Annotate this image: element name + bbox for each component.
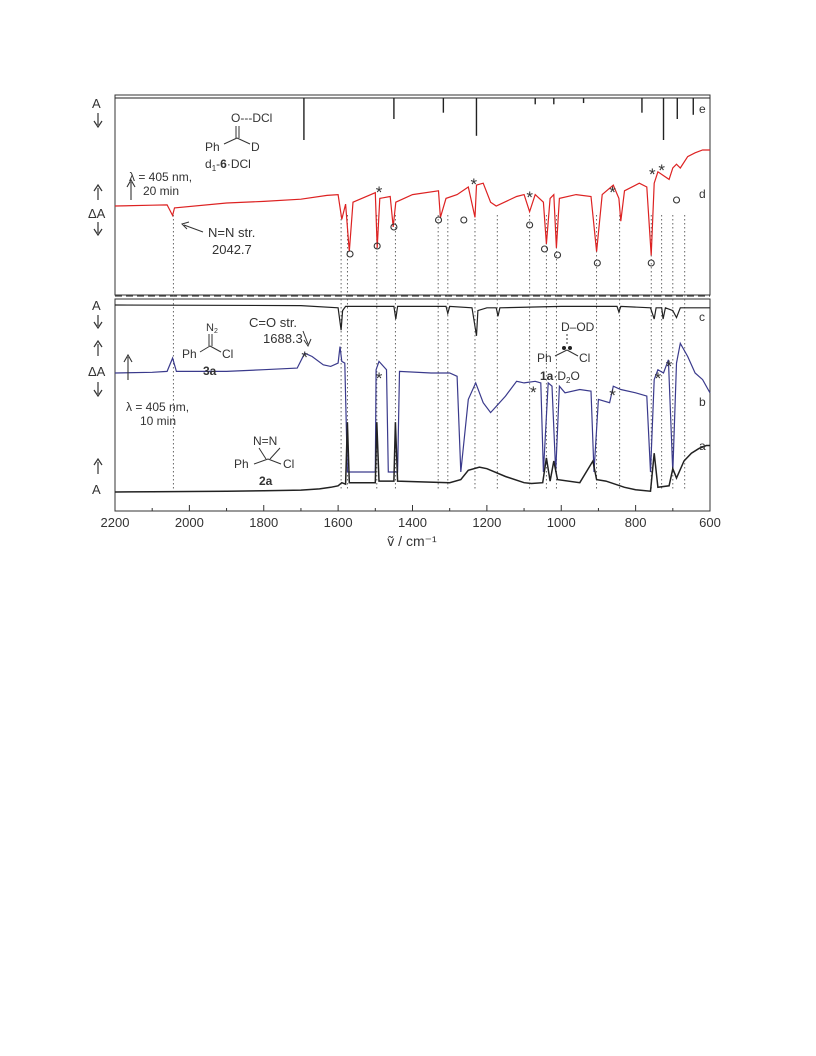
structure-2a-ph: Ph	[234, 457, 249, 471]
structure-1a-d2o: D–OD Ph Cl 1a·D2O	[537, 320, 595, 385]
irradiation-label-line2-bottom: 10 min	[140, 414, 176, 428]
star-marker-icon: *	[471, 175, 478, 194]
x-tick-label: 1600	[324, 515, 353, 530]
plot-frame-bottom	[114, 298, 711, 512]
peak-markers: * ** ** **** ***	[301, 161, 681, 405]
series-d: d	[114, 149, 710, 256]
star-marker-icon: *	[526, 188, 533, 207]
x-tick-label: 600	[699, 515, 721, 530]
series-c: c	[114, 304, 710, 336]
co-stretch-label: C=O str.	[249, 315, 297, 330]
series-a: a	[114, 422, 710, 493]
structure-3a-n2: N2	[206, 322, 218, 335]
structure-1a-cl: Cl	[579, 351, 590, 365]
series-line-d	[114, 149, 710, 256]
series-layer: e d c b a	[114, 97, 711, 493]
nn-stretch-value: 2042.7	[212, 242, 252, 257]
star-marker-icon: *	[658, 161, 665, 180]
circle-marker-icon	[390, 223, 398, 231]
bottom-y-label-delta: ΔA	[88, 364, 106, 379]
arrow-up-icon	[93, 339, 103, 356]
arrow-down-icon	[93, 222, 103, 237]
structure-1a-name: 1a·D2O	[540, 369, 580, 385]
star-marker-icon: *	[301, 348, 308, 367]
circle-marker-icon	[460, 216, 468, 224]
arrow-down-icon	[93, 113, 103, 129]
co-pointer-arrow-icon	[302, 330, 312, 348]
circle-marker-icon	[593, 259, 601, 267]
star-marker-icon: *	[530, 383, 537, 402]
irradiation-arrow-icon	[123, 353, 133, 380]
structure-2a: N=N Ph Cl 2a	[234, 434, 294, 488]
top-y-label-stick: A	[92, 96, 101, 111]
structure-1a-ph: Ph	[537, 351, 552, 365]
structure-2a-cl: Cl	[283, 457, 294, 471]
x-tick-label: 800	[625, 515, 647, 530]
star-marker-icon: *	[609, 183, 616, 202]
star-marker-icon: *	[376, 369, 383, 388]
nn-stretch-label: N=N str.	[208, 225, 255, 240]
carbene-dot	[562, 346, 566, 350]
co-stretch-value: 1688.3	[263, 331, 303, 346]
structure-6-dcl: O---DCl Ph D d1-6·DCl	[205, 111, 272, 173]
star-marker-icon: *	[666, 357, 673, 376]
structure-6-name: d1-6·DCl	[205, 157, 251, 173]
x-tick-label: 1400	[398, 515, 427, 530]
star-marker-icon: *	[649, 165, 656, 184]
plot-frame-top	[114, 94, 711, 296]
star-marker-icon: *	[609, 386, 616, 405]
nn-pointer-arrow-icon	[181, 221, 204, 233]
x-tick-label: 1800	[249, 515, 278, 530]
bottom-y-label-top: A	[92, 298, 101, 313]
irradiation-arrow-icon	[126, 178, 136, 200]
series-label-d: d	[699, 187, 706, 201]
circle-marker-icon	[540, 245, 549, 253]
structure-1a-top: D–OD	[561, 320, 595, 334]
x-tick-label: 1200	[472, 515, 501, 530]
structure-6-top-label: O---DCl	[231, 111, 272, 125]
series-label-c: c	[699, 310, 705, 324]
x-tick-label: 2000	[175, 515, 204, 530]
structure-3a-name: 3a	[203, 364, 217, 378]
structure-2a-name: 2a	[259, 474, 273, 488]
series-label-b: b	[699, 395, 706, 409]
series-e: e	[115, 97, 710, 140]
arrow-up-icon	[93, 183, 103, 200]
bottom-y-label-a: A	[92, 482, 101, 497]
top-y-label-delta: ΔA	[88, 206, 106, 221]
structure-3a-cl: Cl	[222, 347, 233, 361]
star-marker-icon: *	[376, 183, 383, 202]
structure-6-d: D	[251, 140, 260, 154]
star-marker-icon: *	[655, 369, 662, 388]
circle-marker-icon	[434, 216, 443, 224]
series-line-c	[114, 304, 710, 336]
carbene-dot	[568, 346, 572, 350]
irradiation-label-line1-bottom: λ = 405 nm,	[126, 400, 189, 414]
circle-marker-icon	[553, 251, 562, 259]
structure-3a-ph: Ph	[182, 347, 197, 361]
circle-marker-icon	[672, 196, 681, 204]
x-axis-label: ṽ / cm⁻¹	[387, 533, 437, 549]
x-axis: 2200 2000 1800 1600 1400 1200 1000 800 600	[101, 505, 721, 530]
arrow-up-icon	[93, 457, 103, 474]
structure-2a-nn: N=N	[253, 434, 277, 448]
x-tick-label: 1000	[547, 515, 576, 530]
circle-marker-icon	[526, 221, 534, 229]
series-label-a: a	[699, 439, 706, 453]
series-label-e: e	[699, 102, 706, 116]
x-tick-label: 2200	[101, 515, 130, 530]
arrow-down-icon	[93, 315, 103, 330]
series-b: b	[114, 341, 711, 473]
circle-marker-icon	[346, 250, 354, 258]
structure-6-ph: Ph	[205, 140, 220, 154]
irradiation-label-line2: 20 min	[143, 184, 179, 198]
structure-3a: N2 Ph Cl 3a	[182, 322, 233, 378]
series-line-b	[114, 341, 711, 473]
circle-marker-icon	[647, 259, 655, 267]
circle-marker-icon	[373, 242, 381, 250]
irradiation-label-line1: λ = 405 nm,	[129, 170, 192, 184]
arrow-down-icon	[93, 382, 103, 398]
series-line-a	[114, 422, 710, 493]
